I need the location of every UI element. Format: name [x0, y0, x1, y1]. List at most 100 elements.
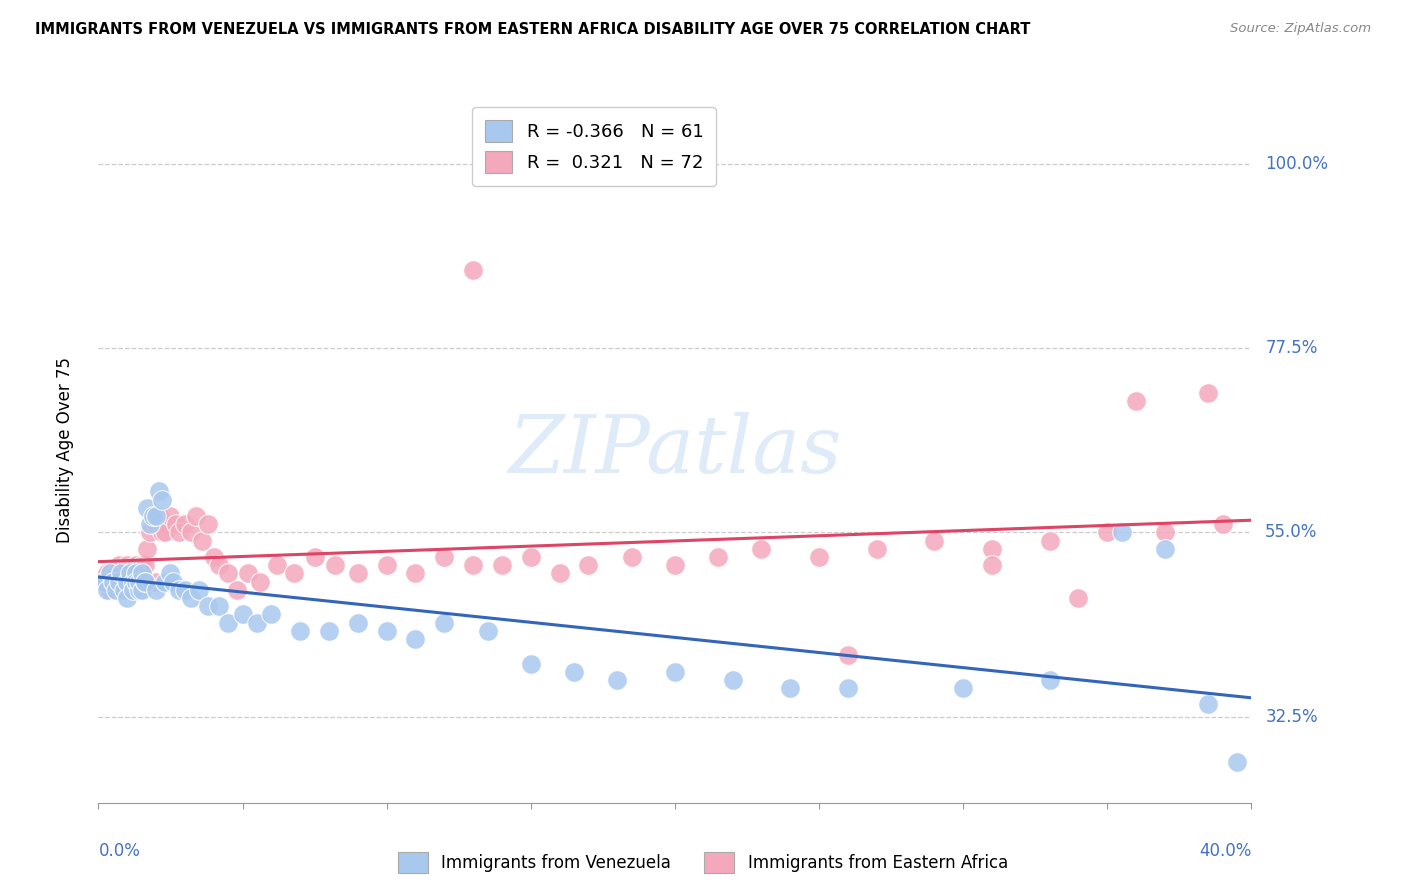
- Point: [101, 574, 124, 589]
- Point: [664, 665, 686, 679]
- Text: 100.0%: 100.0%: [1265, 154, 1329, 173]
- Point: [283, 566, 305, 581]
- Point: [461, 263, 484, 277]
- Point: [1097, 525, 1119, 540]
- Point: [180, 525, 202, 540]
- Point: [128, 582, 150, 597]
- Point: [122, 566, 145, 581]
- Point: [866, 541, 889, 556]
- Point: [346, 566, 368, 581]
- Point: [808, 549, 831, 564]
- Point: [117, 558, 139, 573]
- Point: [197, 517, 219, 532]
- Point: [142, 508, 165, 523]
- Point: [159, 566, 181, 581]
- Point: [167, 525, 190, 540]
- Point: [405, 632, 427, 646]
- Point: [122, 574, 145, 589]
- Point: [167, 582, 190, 597]
- Point: [104, 582, 127, 597]
- Point: [145, 574, 167, 589]
- Point: [131, 558, 153, 573]
- Point: [145, 517, 167, 532]
- Point: [180, 591, 202, 605]
- Point: [664, 558, 686, 573]
- Point: [249, 574, 271, 589]
- Point: [96, 582, 118, 597]
- Point: [952, 681, 974, 695]
- Point: [153, 525, 176, 540]
- Point: [1067, 591, 1090, 605]
- Point: [1226, 755, 1249, 769]
- Point: [139, 525, 162, 540]
- Point: [318, 624, 340, 638]
- Text: ZIPatlas: ZIPatlas: [508, 412, 842, 489]
- Point: [1154, 541, 1177, 556]
- Point: [174, 517, 197, 532]
- Point: [188, 582, 211, 597]
- Point: [98, 566, 121, 581]
- Point: [981, 558, 1004, 573]
- Point: [491, 558, 513, 573]
- Point: [191, 533, 214, 548]
- Point: [346, 615, 368, 630]
- Point: [125, 558, 148, 573]
- Point: [1039, 673, 1062, 687]
- Point: [217, 566, 239, 581]
- Point: [231, 607, 254, 622]
- Point: [981, 541, 1004, 556]
- Point: [107, 574, 129, 589]
- Point: [96, 566, 118, 581]
- Point: [246, 615, 269, 630]
- Point: [162, 574, 184, 589]
- Point: [165, 517, 187, 532]
- Y-axis label: Disability Age Over 75: Disability Age Over 75: [56, 358, 75, 543]
- Point: [1125, 394, 1147, 409]
- Point: [98, 582, 121, 597]
- Text: Source: ZipAtlas.com: Source: ZipAtlas.com: [1230, 22, 1371, 36]
- Point: [520, 657, 543, 671]
- Point: [606, 673, 628, 687]
- Point: [136, 500, 159, 515]
- Point: [110, 566, 132, 581]
- Point: [375, 624, 398, 638]
- Point: [433, 549, 456, 564]
- Point: [117, 591, 139, 605]
- Point: [202, 549, 225, 564]
- Point: [477, 624, 499, 638]
- Point: [159, 508, 181, 523]
- Point: [134, 574, 156, 589]
- Point: [620, 549, 643, 564]
- Point: [375, 558, 398, 573]
- Text: 77.5%: 77.5%: [1265, 339, 1317, 357]
- Point: [304, 549, 326, 564]
- Point: [217, 615, 239, 630]
- Point: [145, 508, 167, 523]
- Point: [1154, 525, 1177, 540]
- Point: [208, 558, 231, 573]
- Point: [148, 484, 170, 499]
- Point: [1039, 533, 1062, 548]
- Text: 32.5%: 32.5%: [1265, 707, 1317, 726]
- Point: [117, 574, 139, 589]
- Point: [134, 558, 156, 573]
- Point: [225, 582, 247, 597]
- Point: [174, 582, 197, 597]
- Text: 40.0%: 40.0%: [1199, 842, 1251, 860]
- Point: [125, 574, 148, 589]
- Point: [924, 533, 946, 548]
- Point: [707, 549, 730, 564]
- Point: [323, 558, 346, 573]
- Point: [238, 566, 260, 581]
- Point: [134, 574, 156, 589]
- Point: [1197, 386, 1219, 401]
- Point: [148, 508, 170, 523]
- Point: [134, 574, 156, 589]
- Point: [150, 492, 173, 507]
- Point: [131, 566, 153, 581]
- Point: [131, 566, 153, 581]
- Point: [208, 599, 231, 614]
- Point: [125, 566, 148, 581]
- Point: [112, 566, 135, 581]
- Point: [112, 582, 135, 597]
